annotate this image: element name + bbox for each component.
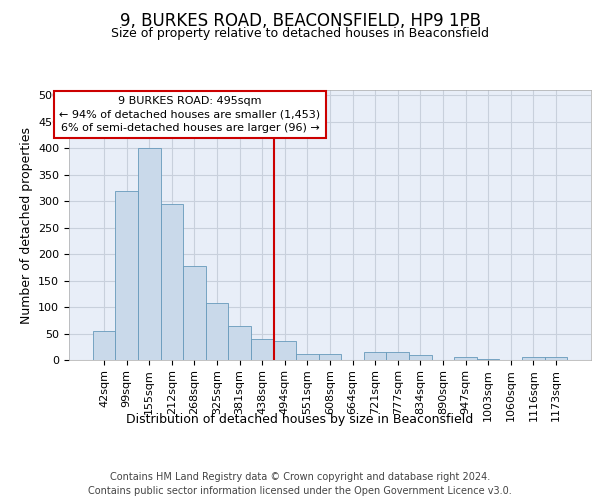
Bar	[229, 326, 251, 360]
Text: 9 BURKES ROAD: 495sqm
← 94% of detached houses are smaller (1,453)
6% of semi-de: 9 BURKES ROAD: 495sqm ← 94% of detached …	[59, 96, 320, 133]
Bar	[522, 358, 545, 360]
Text: Contains HM Land Registry data © Crown copyright and database right 2024.
Contai: Contains HM Land Registry data © Crown c…	[88, 472, 512, 496]
Text: Size of property relative to detached houses in Beaconsfield: Size of property relative to detached ho…	[111, 28, 489, 40]
Bar	[319, 354, 341, 360]
Bar	[545, 357, 567, 360]
Bar	[161, 204, 183, 360]
Bar	[274, 342, 296, 360]
Bar	[409, 355, 431, 360]
Bar	[364, 352, 386, 360]
Bar	[206, 303, 229, 360]
Bar	[251, 339, 274, 360]
Bar	[93, 331, 115, 360]
Bar	[115, 190, 138, 360]
Bar	[138, 148, 161, 360]
Text: 9, BURKES ROAD, BEACONSFIELD, HP9 1PB: 9, BURKES ROAD, BEACONSFIELD, HP9 1PB	[119, 12, 481, 30]
Bar	[454, 358, 477, 360]
Bar	[183, 266, 206, 360]
Bar	[386, 352, 409, 360]
Text: Distribution of detached houses by size in Beaconsfield: Distribution of detached houses by size …	[127, 412, 473, 426]
Y-axis label: Number of detached properties: Number of detached properties	[20, 126, 32, 324]
Bar	[296, 354, 319, 360]
